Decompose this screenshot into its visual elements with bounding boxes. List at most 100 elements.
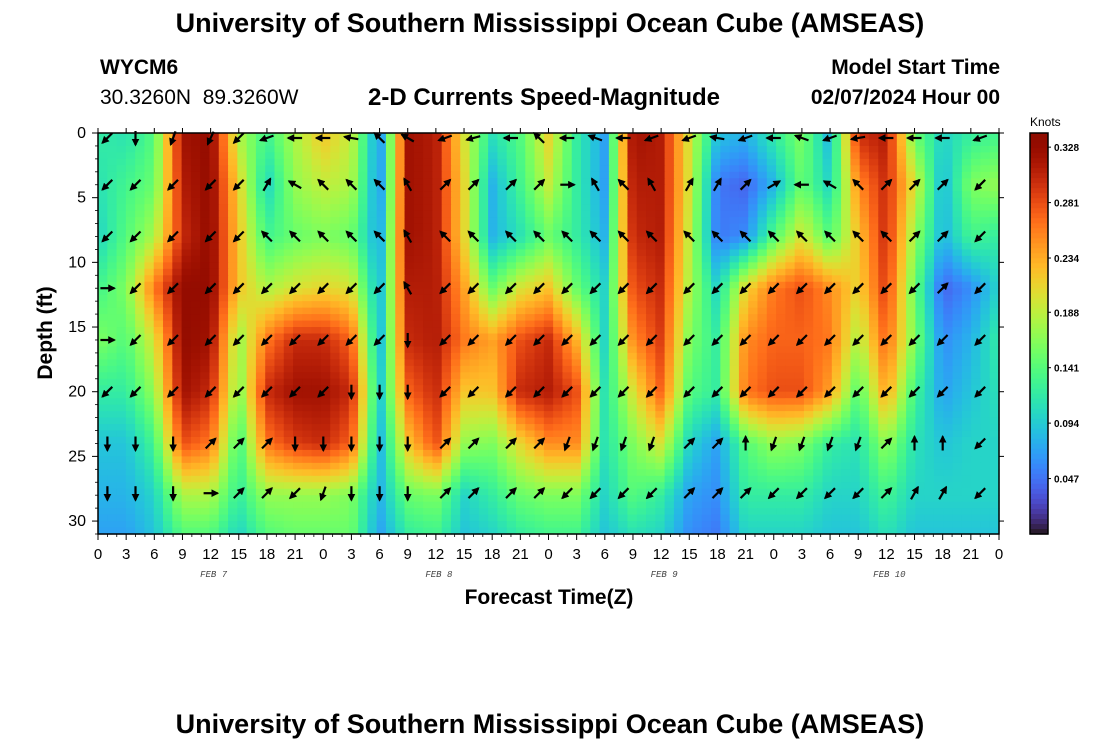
heat-cell: [933, 417, 944, 425]
heat-cell: [915, 145, 926, 154]
heat-cell: [822, 385, 833, 393]
heat-cell: [385, 430, 396, 438]
heat-cell: [868, 346, 879, 354]
heat-cell: [488, 346, 499, 354]
heat-cell: [748, 275, 759, 283]
heat-cell: [933, 262, 944, 270]
heat-cell: [376, 443, 387, 451]
heat-cell: [599, 204, 610, 212]
heat-cell: [283, 314, 294, 322]
heat-cell: [209, 145, 220, 154]
heat-cell: [311, 449, 322, 457]
heat-cell: [525, 230, 536, 238]
heat-cell: [794, 210, 805, 218]
heat-cell: [646, 139, 656, 147]
heat-cell: [302, 333, 313, 341]
heat-cell: [107, 191, 118, 199]
heat-cell: [330, 268, 341, 276]
heat-cell: [478, 327, 489, 335]
heat-cell: [738, 242, 749, 251]
heat-cell: [200, 462, 211, 470]
heat-cell: [515, 165, 526, 173]
heat-cell: [163, 268, 173, 276]
heat-cell: [878, 346, 889, 354]
heat-cell: [478, 236, 489, 244]
heat-cell: [478, 365, 489, 373]
heat-cell: [209, 217, 220, 225]
heat-cell: [404, 359, 415, 367]
heat-cell: [701, 417, 712, 425]
heat-cell: [664, 352, 675, 360]
heat-cell: [200, 417, 211, 425]
heat-cell: [989, 378, 1000, 386]
heat-cell: [701, 184, 712, 192]
heat-cell: [952, 281, 963, 289]
heat-cell: [608, 333, 619, 341]
heat-cell: [218, 268, 229, 276]
heat-cell: [135, 236, 146, 244]
heat-cell: [915, 359, 926, 367]
heat-cell: [228, 365, 238, 373]
heat-cell: [581, 158, 591, 166]
heat-cell: [738, 359, 749, 367]
heat-cell: [515, 249, 526, 257]
heat-cell: [116, 255, 127, 263]
heat-cell: [673, 242, 684, 251]
heat-cell: [543, 262, 554, 270]
heat-cell: [432, 184, 443, 192]
heat-cell: [385, 443, 396, 451]
heat-cell: [488, 249, 499, 257]
heat-cell: [729, 411, 740, 419]
heat-cell: [785, 327, 796, 335]
heat-cell: [766, 184, 777, 192]
heat-cell: [125, 171, 136, 179]
heat-cell: [441, 462, 452, 470]
heat-cell: [293, 352, 303, 360]
heat-cell: [339, 191, 350, 199]
heat-cell: [107, 249, 118, 257]
heat-cell: [655, 307, 666, 315]
heat-cell: [933, 268, 944, 276]
heat-cell: [581, 178, 591, 186]
heat-cell: [664, 165, 675, 173]
heat-cell: [757, 158, 768, 166]
heat-cell: [692, 249, 703, 257]
heat-cell: [803, 327, 814, 335]
heat-cell: [841, 424, 851, 432]
heat-cell: [729, 171, 740, 179]
heat-cell: [646, 333, 656, 341]
heat-cell: [571, 372, 582, 380]
heat-cell: [971, 165, 982, 173]
heat-cell: [274, 281, 285, 289]
heat-cell: [423, 378, 433, 386]
heat-cell: [738, 139, 749, 147]
heat-cell: [246, 352, 257, 360]
heat-cell: [599, 378, 610, 386]
heat-cell: [720, 430, 731, 438]
heat-cell: [618, 133, 629, 141]
heat-cell: [813, 223, 824, 231]
heat-cell: [692, 449, 703, 457]
heat-cell: [831, 359, 842, 367]
heat-cell: [599, 301, 610, 309]
heat-cell: [274, 327, 285, 335]
heat-cell: [729, 404, 740, 412]
heat-cell: [274, 197, 285, 205]
heat-cell: [163, 314, 173, 322]
heat-cell: [738, 275, 749, 283]
heat-cell: [562, 139, 573, 147]
heat-cell: [385, 339, 396, 348]
heat-cell: [190, 436, 201, 445]
heat-cell: [181, 210, 192, 218]
heat-cell: [831, 191, 842, 199]
heat-cell: [395, 449, 406, 457]
heat-cell: [738, 352, 749, 360]
heat-cell: [367, 339, 378, 348]
heat-cell: [218, 152, 229, 160]
heat-cell: [339, 204, 350, 212]
heat-cell: [608, 268, 619, 276]
heat-cell: [358, 223, 368, 231]
heat-cell: [738, 262, 749, 270]
heat-cell: [924, 372, 935, 380]
heat-cell: [107, 255, 118, 263]
